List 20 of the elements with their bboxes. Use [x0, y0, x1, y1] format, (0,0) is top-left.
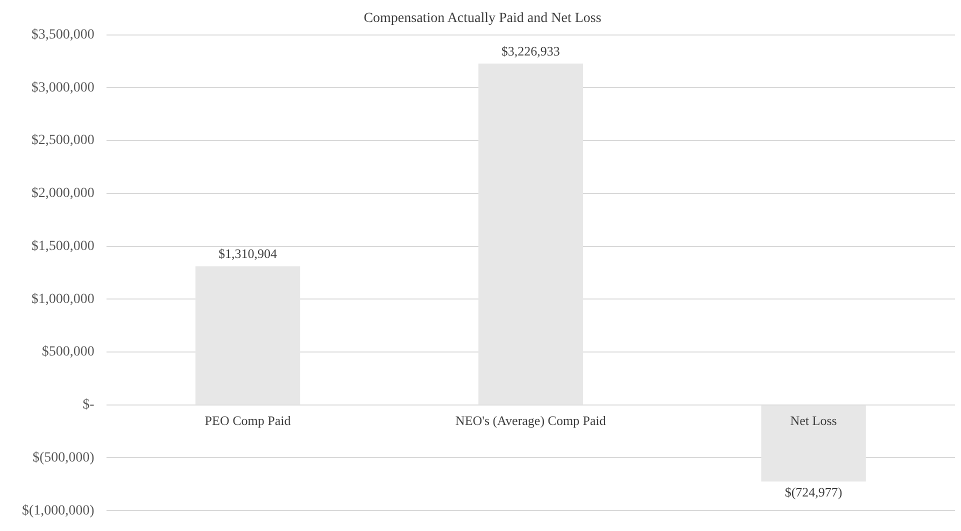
- y-tick-label: $-: [82, 398, 95, 413]
- x-tick-label: NEO's (Average) Comp Paid: [455, 412, 606, 428]
- bar: [195, 266, 300, 404]
- data-label: $(724,977): [784, 484, 842, 500]
- y-tick-label: $(1,000,000): [22, 503, 95, 518]
- x-tick-label: PEO Comp Paid: [204, 412, 292, 428]
- data-label: $3,226,933: [501, 44, 560, 59]
- y-tick-label: $1,500,000: [31, 238, 94, 254]
- y-tick-label: $3,500,000: [31, 27, 94, 42]
- y-tick-label: $3,000,000: [31, 80, 94, 96]
- bar: [478, 64, 583, 404]
- y-tick-label: $2,000,000: [31, 186, 94, 202]
- y-tick-label: $(500,000): [32, 450, 95, 466]
- y-tick-label: $500,000: [42, 344, 94, 360]
- bar: [761, 405, 866, 482]
- y-tick-label: $1,000,000: [31, 292, 94, 307]
- y-tick-label: $2,500,000: [31, 133, 94, 148]
- x-tick-label: Net Loss: [790, 412, 837, 428]
- data-label: $1,310,904: [218, 246, 278, 262]
- chart-title: Compensation Actually Paid and Net Loss: [364, 11, 602, 26]
